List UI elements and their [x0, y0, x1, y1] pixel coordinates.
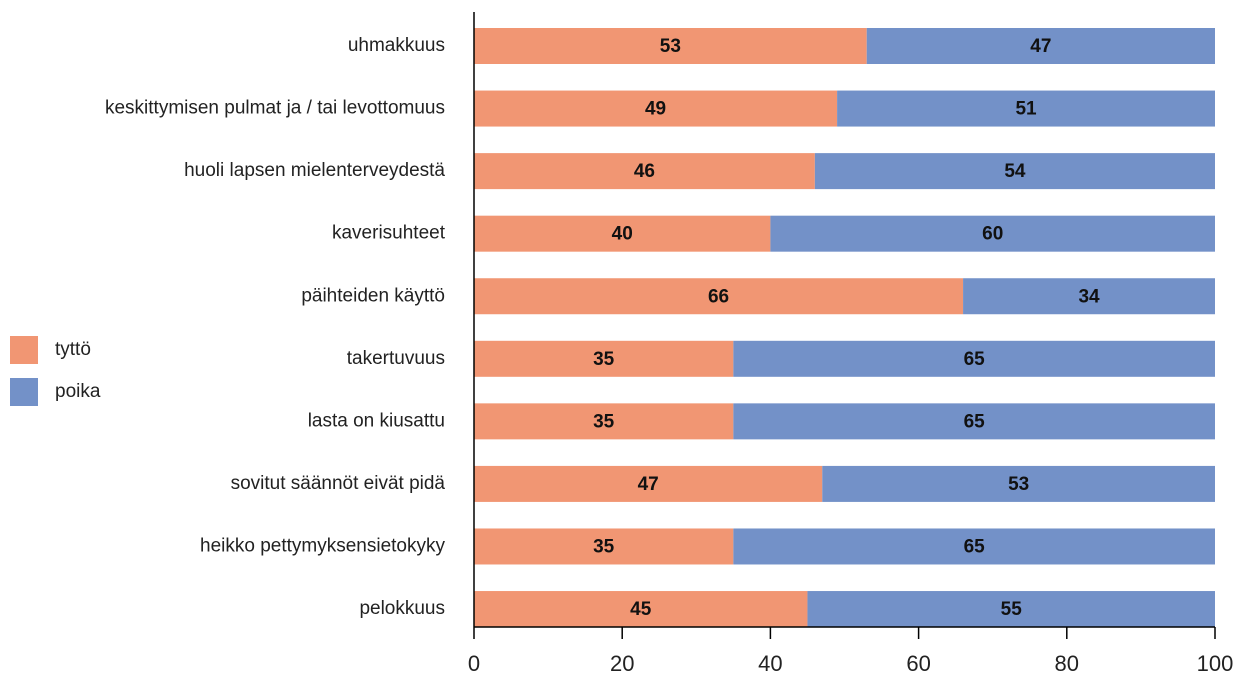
bar-segment	[837, 90, 1215, 127]
data-label: 40	[612, 224, 633, 245]
bar-segment	[474, 28, 867, 64]
legend-swatch	[10, 378, 38, 406]
data-label: 45	[630, 599, 652, 620]
x-tick-label: 20	[610, 651, 634, 676]
x-tick-label: 0	[468, 651, 480, 676]
bar-segment	[474, 591, 808, 628]
data-label: 46	[634, 161, 655, 182]
bar-segment	[474, 278, 964, 315]
y-tick-label: heikko pettymyksensietokyky	[200, 535, 445, 556]
data-label: 65	[964, 536, 986, 557]
bar-segment	[474, 153, 815, 190]
legend-swatch	[10, 336, 38, 364]
y-tick-label: kaverisuhteet	[332, 223, 446, 244]
bar-segment	[474, 465, 823, 502]
data-label: 47	[638, 474, 659, 495]
bar-segment	[770, 215, 1215, 252]
legend-label: tyttö	[55, 339, 91, 360]
y-tick-label: sovitut säännöt eivät pidä	[231, 473, 446, 494]
y-tick-label: lasta on kiusattu	[308, 410, 445, 431]
bar-segment	[733, 340, 1215, 377]
data-label: 34	[1078, 286, 1100, 307]
bar-segment	[963, 278, 1215, 315]
bar-segment	[733, 528, 1215, 565]
data-label: 35	[593, 536, 615, 557]
y-tick-label: keskittymisen pulmat ja / tai levottomuu…	[105, 98, 445, 119]
y-tick-label: uhmakkuus	[348, 35, 445, 56]
data-label: 66	[708, 286, 729, 307]
bar-segment	[474, 403, 734, 440]
data-label: 47	[1030, 36, 1051, 57]
bar-segment	[822, 465, 1215, 502]
data-label: 55	[1001, 599, 1023, 620]
bar-segment	[474, 528, 734, 565]
bar-segment	[733, 403, 1215, 440]
data-label: 35	[593, 349, 615, 370]
bar-segment	[474, 215, 771, 252]
x-tick-label: 100	[1197, 651, 1234, 676]
data-label: 65	[964, 411, 986, 432]
data-label: 49	[645, 99, 666, 120]
bar-segment	[814, 153, 1215, 190]
legend-label: poika	[55, 381, 101, 402]
y-tick-label: päihteiden käyttö	[301, 285, 445, 306]
data-label: 65	[964, 349, 986, 370]
bar-segment	[474, 340, 734, 377]
y-tick-label: pelokkuus	[359, 598, 445, 619]
data-label: 35	[593, 411, 615, 432]
bar-segment	[474, 90, 838, 127]
data-label: 51	[1015, 99, 1037, 120]
data-label: 53	[1008, 474, 1029, 495]
data-label: 60	[982, 224, 1003, 245]
bar-segment	[866, 28, 1215, 64]
data-label: 54	[1004, 161, 1026, 182]
data-label: 53	[660, 36, 681, 57]
x-tick-label: 80	[1055, 651, 1079, 676]
bar-segment	[807, 591, 1215, 628]
x-tick-label: 40	[758, 651, 782, 676]
y-tick-label: huoli lapsen mielenterveydestä	[184, 160, 445, 181]
y-tick-label: takertuvuus	[347, 348, 445, 369]
x-tick-label: 60	[906, 651, 930, 676]
